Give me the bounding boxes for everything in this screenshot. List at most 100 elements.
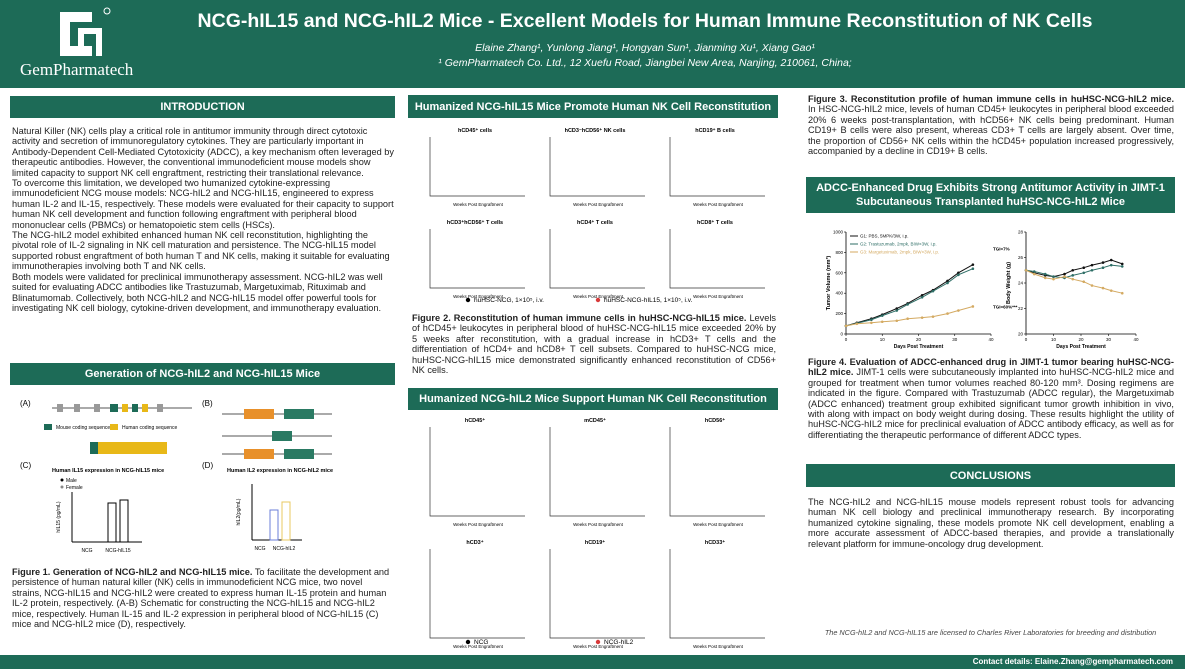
data-point xyxy=(1052,277,1055,281)
panel-title: Human IL15 expression in NCG-hIL15 mice xyxy=(52,468,164,474)
axis xyxy=(429,549,525,639)
data-point xyxy=(1109,289,1113,292)
axis-label: Weeks Post Engraftment xyxy=(453,644,503,649)
figure-1: (A) Mouse coding sequence Human coding s… xyxy=(20,399,333,554)
data-point xyxy=(1120,291,1124,295)
legend-swatch xyxy=(465,297,471,303)
data-point xyxy=(1120,262,1124,266)
section-heading: Humanized NCG-hIL15 Mice Promote Human N… xyxy=(408,95,778,118)
paragraph: Natural Killer (NK) cells play a critica… xyxy=(12,126,394,178)
data-point xyxy=(957,309,960,312)
axis-label: Weeks Post Engraftment xyxy=(693,644,743,649)
panel-title: hCD56⁺ xyxy=(705,417,725,424)
y-tick-label: 22 xyxy=(1018,306,1024,311)
panel-title: hCD8⁺ T cells xyxy=(697,219,733,226)
section-heading: Humanized NCG-hIL2 Mice Support Human NK… xyxy=(408,388,778,410)
line-series xyxy=(845,305,974,327)
footnote: The NCG-hIL2 and NCG-hIL15 are licensed … xyxy=(824,628,1157,637)
data-point xyxy=(946,279,949,283)
data-point xyxy=(1101,266,1105,269)
axis xyxy=(429,229,525,289)
data-point xyxy=(844,324,848,328)
axis xyxy=(429,427,525,517)
axis-label: Weeks Post Engraftment xyxy=(573,202,623,207)
panel-title: hCD45⁺ xyxy=(465,417,485,424)
data-point xyxy=(920,295,924,299)
figure-caption: Figure 4. Evaluation of ADCC-enhanced dr… xyxy=(808,357,1174,440)
panel-title: hCD3⁺hCD56⁺ T cells xyxy=(447,219,503,226)
axis-label: Weeks Post Engraftment xyxy=(573,522,623,527)
y-tick-label: 200 xyxy=(835,311,843,316)
data-point xyxy=(1082,271,1086,275)
data-point xyxy=(1043,276,1047,280)
axis-label: Weeks Post Engraftment xyxy=(693,294,743,299)
x-tick-label: 40 xyxy=(1133,337,1139,342)
figure-caption: Figure 2. Reconstitution of human immune… xyxy=(412,313,776,375)
panel-title: hCD3⁺ xyxy=(466,539,483,546)
paragraph: Both models were validated for preclinic… xyxy=(12,271,383,313)
legend-label: G1: PBS, 5MPK/3W, i.p. xyxy=(860,234,909,239)
data-point xyxy=(880,320,884,324)
axis-label: Weeks Post Engraftment xyxy=(573,644,623,649)
y-tick-label: 20 xyxy=(1018,332,1024,337)
legend-swatch xyxy=(595,297,601,303)
panel-title: hCD3⁻hCD56⁺ NK cells xyxy=(565,127,626,134)
data-point xyxy=(971,305,975,308)
legend-label: Female xyxy=(66,485,83,491)
data-point xyxy=(1090,284,1094,287)
data-point xyxy=(1032,270,1036,273)
axis xyxy=(549,229,645,289)
y-tick-label: 26 xyxy=(1018,255,1024,260)
legend-swatch xyxy=(595,639,601,645)
line-series xyxy=(1025,259,1123,278)
data-point xyxy=(906,303,909,306)
data-point xyxy=(1071,277,1075,281)
data-point xyxy=(1063,272,1066,276)
axis xyxy=(1025,232,1136,335)
data-point xyxy=(1109,263,1113,267)
data-point xyxy=(1082,280,1086,284)
axis-label: hIL2(pg/mL) xyxy=(236,498,242,525)
data-point xyxy=(1101,261,1105,264)
data-point xyxy=(920,293,924,297)
axis-label: Weeks Post Engraftment xyxy=(453,294,503,299)
paragraph: To overcome this limitation, we develope… xyxy=(12,178,394,230)
panel-title: hCD33⁺ xyxy=(705,539,725,546)
x-tick-label: 10 xyxy=(1051,337,1057,342)
axis-label: Body Weight (g) xyxy=(1006,262,1012,304)
data-point xyxy=(971,263,975,266)
data-point xyxy=(895,319,899,323)
axis xyxy=(429,137,525,197)
axis-label: Weeks Post Engraftment xyxy=(453,202,503,207)
axis xyxy=(549,137,645,197)
data-point xyxy=(1101,286,1105,290)
y-tick-label: 400 xyxy=(835,291,843,296)
affiliation: ¹ GemPharmatech Co. Ltd., 12 Xuefu Road,… xyxy=(438,57,852,69)
panel-title: Human IL2 expression in NCG-hIL2 mice xyxy=(227,468,333,474)
category-label: NCG-hIL15 xyxy=(105,548,131,554)
annotation: TGI=7% xyxy=(993,247,1010,252)
data-point xyxy=(855,322,859,326)
legend-label: NCG-hIL2 xyxy=(604,639,634,646)
header-band xyxy=(0,0,1185,88)
legend-label: G2: Trastuzumab, 2mpk, BIW×3W, i.p. xyxy=(860,242,937,247)
axis-label: Tumor Volume (mm³) xyxy=(825,256,832,311)
panel-title: hCD19⁺ B cells xyxy=(695,127,735,134)
data-point xyxy=(931,315,935,318)
data-point xyxy=(1090,268,1094,272)
x-tick-label: 30 xyxy=(952,337,958,342)
intro-text: Natural Killer (NK) cells play a critica… xyxy=(12,126,394,313)
axis-label: hIL15 (pg/mL) xyxy=(56,501,62,532)
data-point xyxy=(1109,258,1113,262)
axis xyxy=(669,549,765,639)
logo-text: GemPharmatech xyxy=(20,60,134,79)
data-point xyxy=(957,273,960,277)
panel-title: hCD4⁺ T cells xyxy=(577,219,613,226)
y-tick-label: 1000 xyxy=(833,230,844,235)
data-point xyxy=(1043,272,1047,276)
data-point xyxy=(895,309,899,312)
data-point xyxy=(870,318,873,322)
axis xyxy=(669,427,765,517)
logo-mark xyxy=(60,7,111,56)
data-point xyxy=(1052,275,1055,278)
